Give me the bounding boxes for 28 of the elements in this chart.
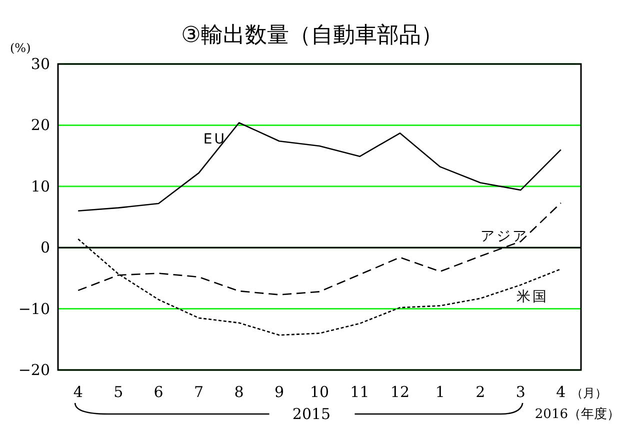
y-tick-label: 10	[30, 177, 50, 196]
line-series	[77, 122, 562, 212]
x-tick-label: 8	[234, 383, 244, 401]
x-tick-label: 4	[73, 383, 83, 401]
series-label: EU	[203, 132, 226, 148]
series-label: アジア	[480, 228, 529, 244]
series-label: 米国	[516, 288, 549, 305]
x-tick-label: 9	[274, 383, 284, 401]
x-tick-label: 11	[350, 383, 370, 401]
y-tick-label: −20	[18, 361, 50, 379]
x-tick-label: 10	[310, 383, 330, 401]
text: 2015	[292, 405, 331, 423]
x-tick-label: 4	[556, 383, 566, 401]
x-tick-label: 6	[154, 383, 164, 401]
x-tick-label: 12	[390, 383, 410, 401]
x-tick-label: 3	[516, 383, 526, 401]
chart-title: ③輸出数量（自動車部品）	[181, 23, 443, 48]
y-axis-title: (%)	[10, 41, 31, 55]
text: 2016（年度）	[534, 406, 620, 422]
text: （月）	[570, 386, 607, 400]
y-tick-label: 20	[30, 116, 50, 134]
y-tick-label: −10	[18, 300, 50, 318]
x-tick-label: 2	[476, 383, 486, 401]
y-tick-label: 30	[30, 55, 50, 73]
y-tick-label: 0	[40, 238, 50, 257]
x-tick-label: 5	[114, 383, 124, 401]
x-tick-label: 7	[194, 383, 204, 401]
x-tick-label: 1	[435, 383, 445, 401]
